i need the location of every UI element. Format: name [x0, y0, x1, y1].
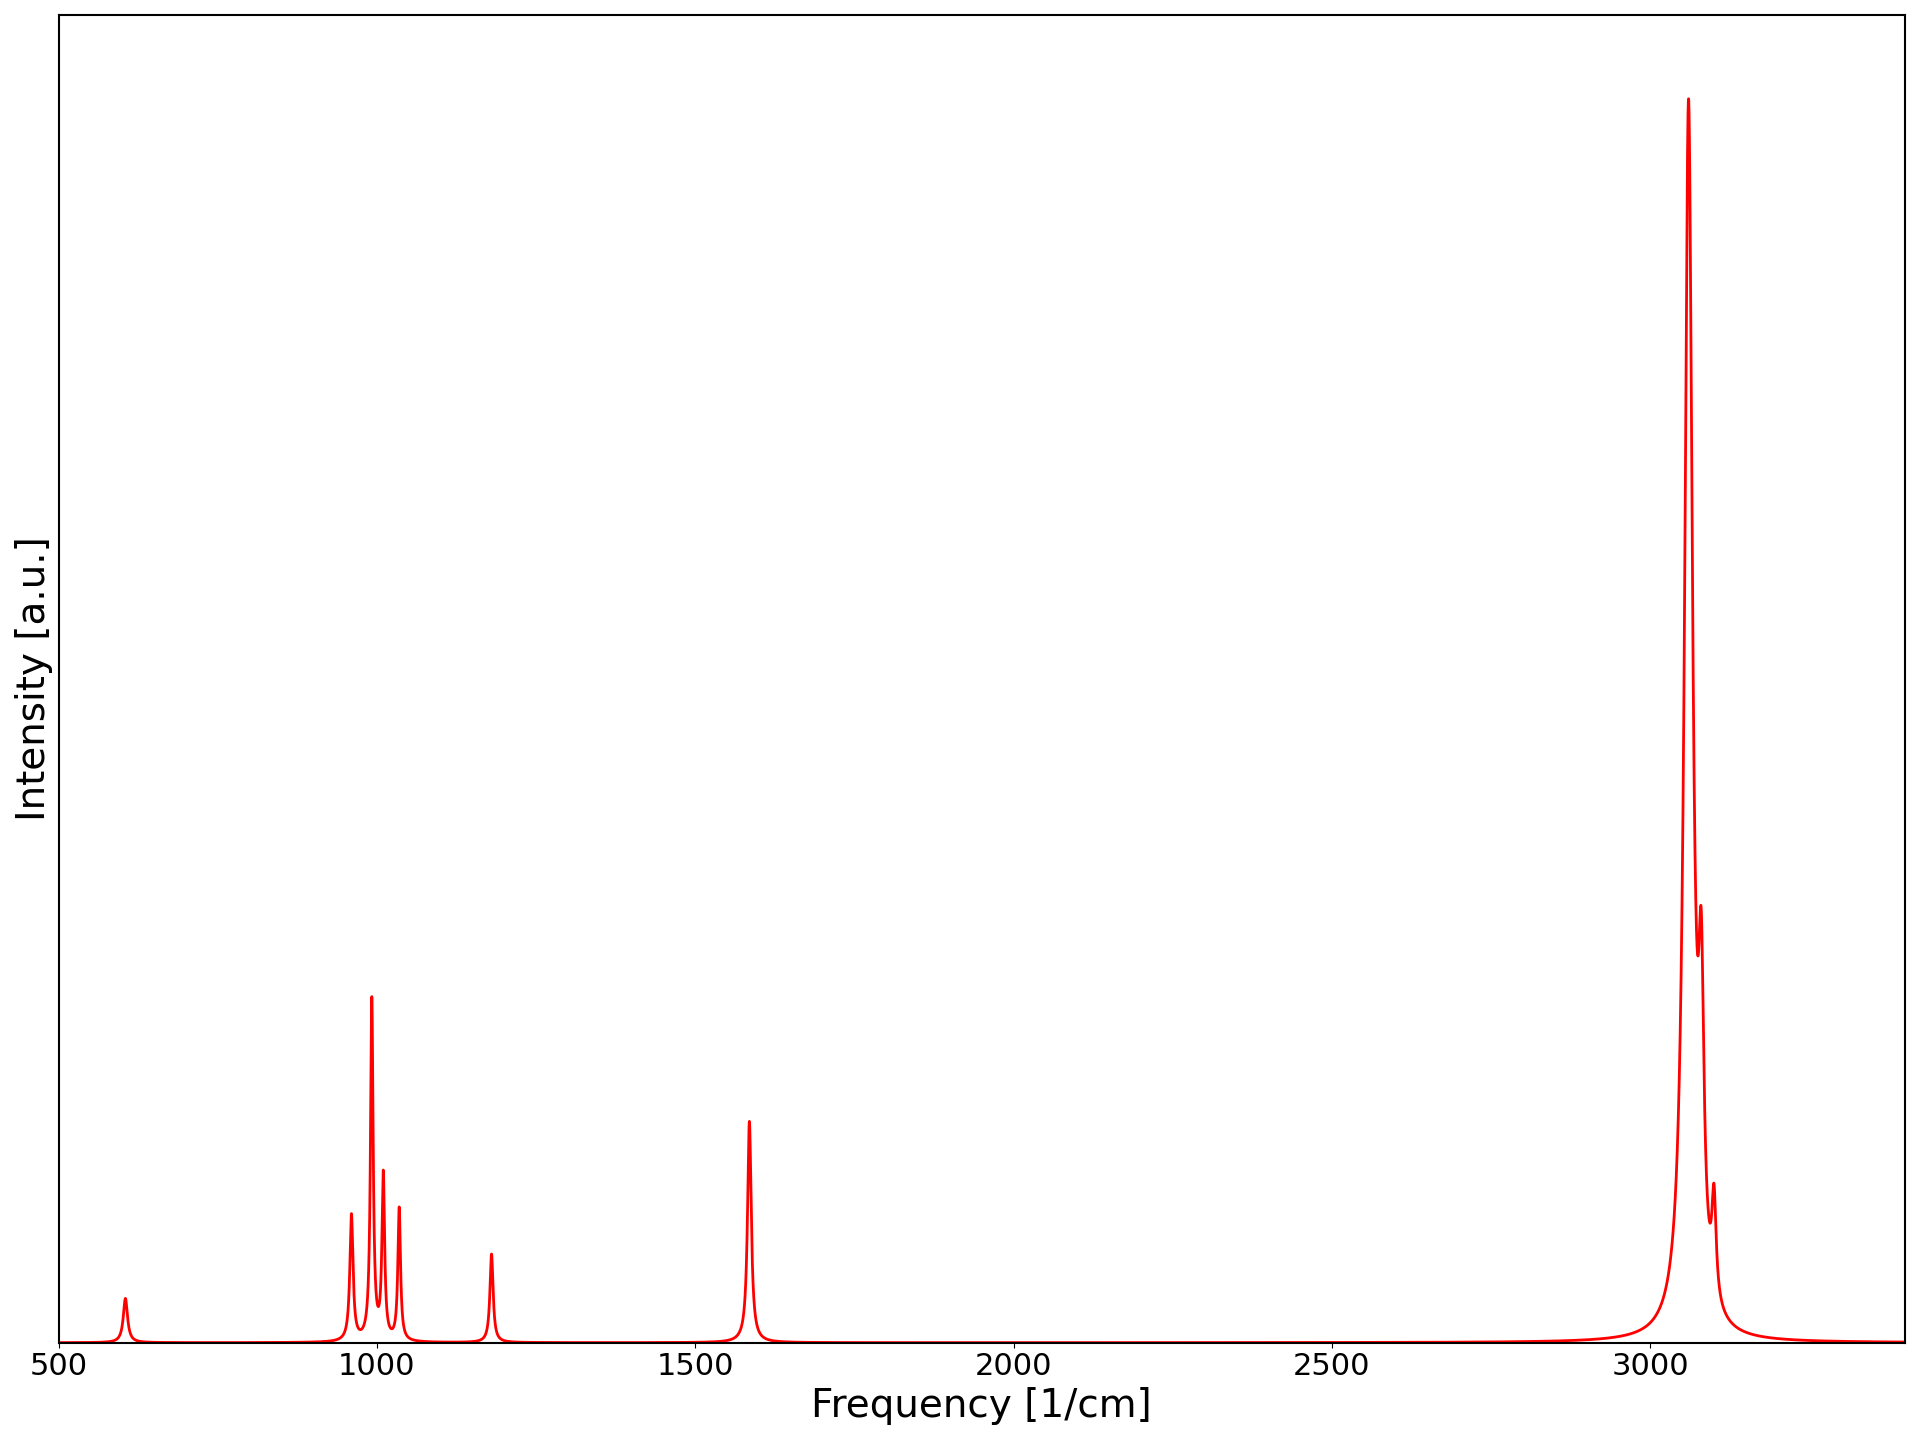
X-axis label: Frequency [1/cm]: Frequency [1/cm]: [812, 1387, 1152, 1426]
Y-axis label: Intensity [a.u.]: Intensity [a.u.]: [15, 537, 54, 821]
